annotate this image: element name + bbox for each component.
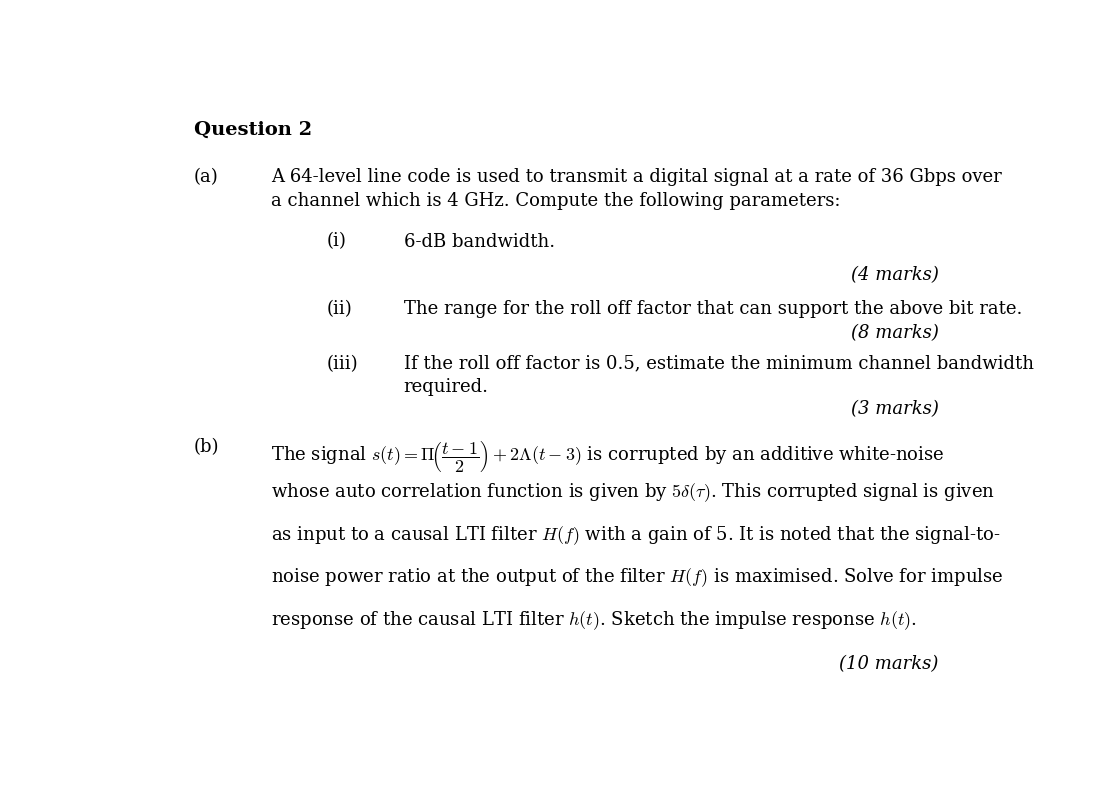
Text: (a): (a)	[193, 168, 219, 186]
Text: (4 marks): (4 marks)	[851, 266, 939, 284]
Text: (iii): (iii)	[327, 354, 358, 373]
Text: (ii): (ii)	[327, 300, 352, 318]
Text: The range for the roll off factor that can support the above bit rate.: The range for the roll off factor that c…	[403, 300, 1022, 318]
Text: (i): (i)	[327, 232, 346, 251]
Text: (10 marks): (10 marks)	[840, 655, 939, 673]
Text: The signal $s(t) = \Pi\!\left(\dfrac{t-1}{2}\right) + 2\Lambda(t-3)$ is corrupte: The signal $s(t) = \Pi\!\left(\dfrac{t-1…	[271, 439, 945, 474]
Text: whose auto correlation function is given by $5\delta(\tau)$. This corrupted sign: whose auto correlation function is given…	[271, 481, 994, 504]
Text: 6-dB bandwidth.: 6-dB bandwidth.	[403, 232, 555, 251]
Text: (b): (b)	[193, 439, 219, 456]
Text: Question 2: Question 2	[193, 121, 312, 139]
Text: If the roll off factor is 0.5, estimate the minimum channel bandwidth
required.: If the roll off factor is 0.5, estimate …	[403, 354, 1033, 396]
Text: A 64-level line code is used to transmit a digital signal at a rate of 36 Gbps o: A 64-level line code is used to transmit…	[271, 168, 1001, 210]
Text: noise power ratio at the output of the filter $H(f)$ is maximised. Solve for imp: noise power ratio at the output of the f…	[271, 566, 1003, 589]
Text: as input to a causal LTI filter $H(f)$ with a gain of 5. It is noted that the si: as input to a causal LTI filter $H(f)$ w…	[271, 524, 1000, 546]
Text: (8 marks): (8 marks)	[851, 324, 939, 342]
Text: (3 marks): (3 marks)	[851, 400, 939, 419]
Text: response of the causal LTI filter $h(t)$. Sketch the impulse response $h(t)$.: response of the causal LTI filter $h(t)$…	[271, 609, 917, 632]
